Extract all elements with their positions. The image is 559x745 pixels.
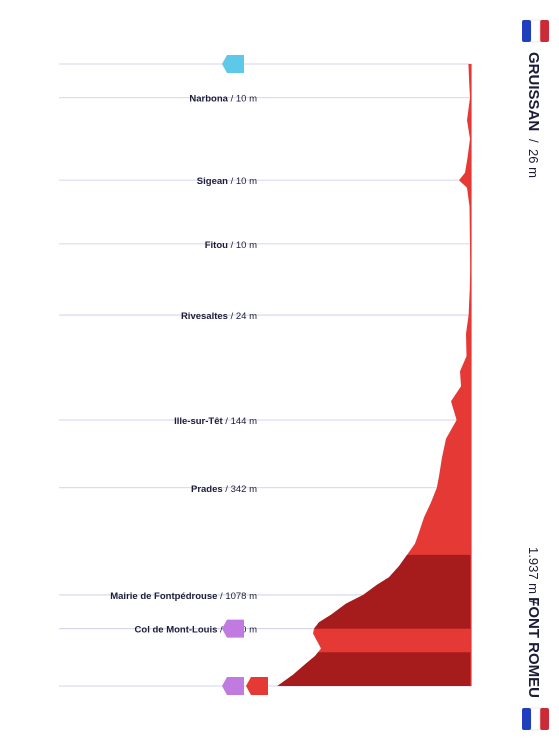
waypoint-altitude: 1078 m <box>225 591 257 602</box>
waypoint-label: Ille-sur-Têt / 144 m <box>174 416 257 427</box>
waypoint-separator: / <box>223 484 231 495</box>
elevation-area <box>277 64 472 686</box>
kom-badge-icon <box>222 619 244 638</box>
climb-badges <box>222 55 268 695</box>
waypoint-name: Mairie de Fontpédrouse <box>110 591 217 602</box>
start-badge-icon <box>222 55 244 73</box>
finish-badge-icon <box>246 677 268 695</box>
start-altitude-separator: / <box>526 139 541 143</box>
finish-header: FONT ROMEU / 1.937 m <box>522 547 549 731</box>
waypoint-altitude: 342 m <box>231 484 257 495</box>
finish-flag-icon <box>522 707 549 731</box>
waypoint-name: Sigean <box>197 176 228 187</box>
badge-shape <box>246 677 268 695</box>
waypoint-separator: / <box>228 311 236 322</box>
waypoint-label: Narbona / 10 m <box>189 94 257 105</box>
waypoint-label: Prades / 342 m <box>191 484 257 495</box>
waypoint-name: Rivesaltes <box>181 311 228 322</box>
badge-shape <box>222 619 244 638</box>
waypoint-altitude: 10 m <box>236 240 257 251</box>
waypoint-altitude: 144 m <box>231 416 257 427</box>
waypoint-separator: / <box>217 591 225 602</box>
waypoint-label: Sigean / 10 m <box>197 176 257 187</box>
waypoint-altitude: 10 m <box>236 176 257 187</box>
elevation-profile <box>277 64 471 686</box>
waypoint-separator: / <box>228 176 236 187</box>
waypoint-separator: / <box>228 94 236 105</box>
waypoint-name: Prades <box>191 484 223 495</box>
badge-shape <box>222 55 244 73</box>
start-name: GRUISSAN <box>525 52 542 131</box>
badge-shape <box>222 677 244 695</box>
waypoint-separator: / <box>228 240 236 251</box>
waypoint-name: Narbona <box>189 94 228 105</box>
start-flag-icon <box>522 19 549 43</box>
start-header: GRUISSAN / 26 m <box>522 19 549 178</box>
waypoint-name: Ille-sur-Têt <box>174 416 223 427</box>
start-altitude: 26 m <box>526 149 541 178</box>
waypoint-label: Mairie de Fontpédrouse / 1078 m <box>110 591 257 602</box>
waypoint-separator: / <box>223 416 231 427</box>
finish-altitude-separator: / <box>526 600 541 604</box>
waypoint-gridlines <box>59 63 471 687</box>
climb-segment <box>277 652 471 686</box>
finish-name: FONT ROMEU <box>525 597 542 698</box>
waypoint-altitude: 24 m <box>236 311 257 322</box>
waypoint-label: Rivesaltes / 24 m <box>181 311 257 322</box>
waypoint-altitude: 10 m <box>236 94 257 105</box>
waypoint-name: Col de Mont-Louis <box>135 625 218 636</box>
waypoint-separator: / <box>217 625 225 636</box>
kom-badge-icon <box>222 677 244 695</box>
waypoint-label: Fitou / 10 m <box>205 240 257 251</box>
finish-altitude: 1.937 m <box>526 547 541 594</box>
climb-segment <box>277 554 471 629</box>
waypoint-name: Fitou <box>205 240 228 251</box>
